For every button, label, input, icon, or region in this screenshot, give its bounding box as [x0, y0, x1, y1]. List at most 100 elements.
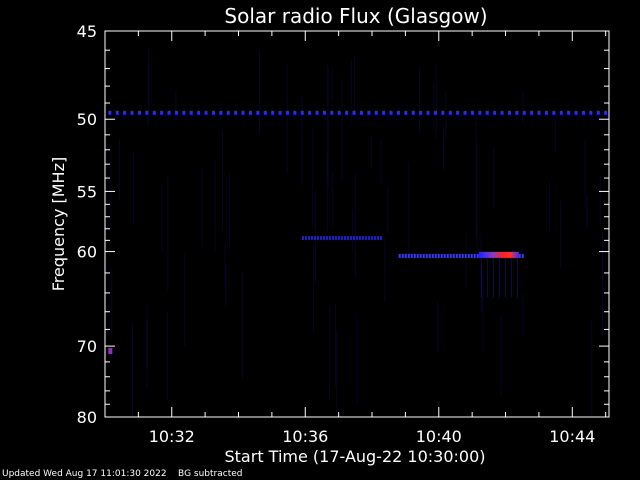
emission-band-segment	[434, 253, 437, 258]
interference-dot	[271, 110, 275, 115]
interference-dot	[278, 110, 282, 115]
x-axis: 10:32 10:36 10:40 10:44	[137, 31, 607, 446]
background-streak	[341, 78, 343, 180]
background-streak	[201, 166, 203, 247]
background-streak	[301, 96, 303, 186]
y-tick-label: 60	[77, 243, 97, 262]
background-streak	[482, 275, 484, 351]
interference-dot	[189, 110, 193, 115]
background-streak	[225, 263, 227, 306]
emission-band-segment	[428, 253, 431, 258]
emission-band-segment	[343, 236, 346, 241]
background-streak	[433, 81, 435, 132]
emission-band-segment	[404, 253, 407, 258]
interference-dot	[211, 110, 215, 115]
emission-band-segment	[431, 253, 434, 258]
emission-band-segment	[301, 236, 304, 241]
interference-dot	[285, 110, 289, 115]
background-streak	[380, 140, 382, 184]
emission-band-segment	[340, 236, 343, 241]
emission-band-segment	[407, 253, 410, 258]
background-streak	[354, 172, 356, 279]
interference-dot	[470, 110, 474, 115]
interference-dot	[559, 110, 563, 115]
emission-band-segment	[473, 253, 476, 258]
background-streak	[586, 195, 588, 229]
x-tick-label: 10:36	[282, 427, 328, 446]
updated-timestamp: Updated Wed Aug 17 11:01:30 2022	[2, 469, 167, 479]
background-streak	[437, 301, 439, 353]
emission-band-segment	[470, 253, 473, 258]
interference-dot	[359, 110, 363, 115]
background-streak	[119, 138, 121, 201]
emission-band-segment	[322, 236, 325, 241]
background-streak	[242, 270, 244, 379]
emission-band-segment	[413, 253, 416, 258]
background-streak	[384, 236, 386, 302]
interference-dot	[411, 110, 415, 115]
x-tick-label: 10:40	[416, 427, 462, 446]
interference-dot	[426, 110, 430, 115]
y-tick-label: 80	[77, 408, 97, 427]
emission-band-segment	[349, 236, 352, 241]
background-streak	[493, 146, 495, 209]
interference-dot	[530, 110, 534, 115]
emission-band-segment	[425, 253, 428, 258]
background-streak	[522, 293, 524, 338]
emission-band-segment	[376, 236, 379, 241]
interference-dot	[382, 110, 386, 115]
emission-band-segment	[449, 253, 452, 258]
background-streak	[336, 331, 338, 416]
interference-dot	[596, 110, 600, 115]
emission-band-segment	[364, 236, 367, 241]
interference-dot	[197, 110, 201, 115]
interference-dot	[507, 110, 511, 115]
background-streak	[167, 174, 169, 291]
background-streak	[110, 148, 112, 232]
interference-dot	[248, 110, 252, 115]
y-tick-label: 70	[77, 337, 97, 356]
x-tick-label: 10:44	[549, 427, 595, 446]
emission-band-segment	[373, 236, 376, 241]
interference-dot	[522, 110, 526, 115]
interference-dot	[374, 110, 378, 115]
background-streak	[601, 231, 603, 337]
interference-dot	[456, 110, 460, 115]
emission-band-segment	[304, 236, 307, 241]
emission-band-segment	[467, 253, 470, 258]
interference-dot	[263, 110, 267, 115]
plot-frame	[104, 30, 610, 418]
background-streak	[465, 232, 467, 287]
x-axis-label: Start Time (17-Aug-22 10:30:00)	[225, 447, 486, 466]
interference-dot	[581, 110, 585, 115]
emission-band-segment	[446, 253, 449, 258]
y-axis: 45 50 55 60 70 80	[77, 22, 609, 427]
background-streak	[184, 253, 186, 346]
emission-band-segment	[416, 253, 419, 258]
emission-band-segment	[518, 253, 521, 258]
y-tick-label: 45	[77, 22, 97, 41]
x-tick-label: 10:32	[149, 427, 195, 446]
y-axis-label: Frequency [MHz]	[49, 157, 68, 291]
background-streak	[560, 199, 562, 268]
background-streak	[326, 154, 328, 233]
bg-note: BG subtracted	[178, 469, 243, 479]
interference-dot	[493, 110, 497, 115]
interference-dot	[367, 110, 371, 115]
interference-dot	[219, 110, 223, 115]
emission-band-segment	[419, 253, 422, 258]
interference-dot	[345, 110, 349, 115]
background-streak	[475, 121, 477, 238]
emission-band-segment	[440, 253, 443, 258]
background-streak	[356, 312, 358, 404]
emission-band-segment	[443, 253, 446, 258]
y-tick-label: 50	[77, 110, 97, 129]
background-streak	[419, 66, 421, 134]
emission-band-segment	[313, 236, 316, 241]
background-streak	[555, 120, 557, 153]
interference-dot	[308, 110, 312, 115]
background-streak	[522, 91, 524, 125]
background-streak	[132, 151, 134, 224]
interference-dot	[337, 110, 341, 115]
